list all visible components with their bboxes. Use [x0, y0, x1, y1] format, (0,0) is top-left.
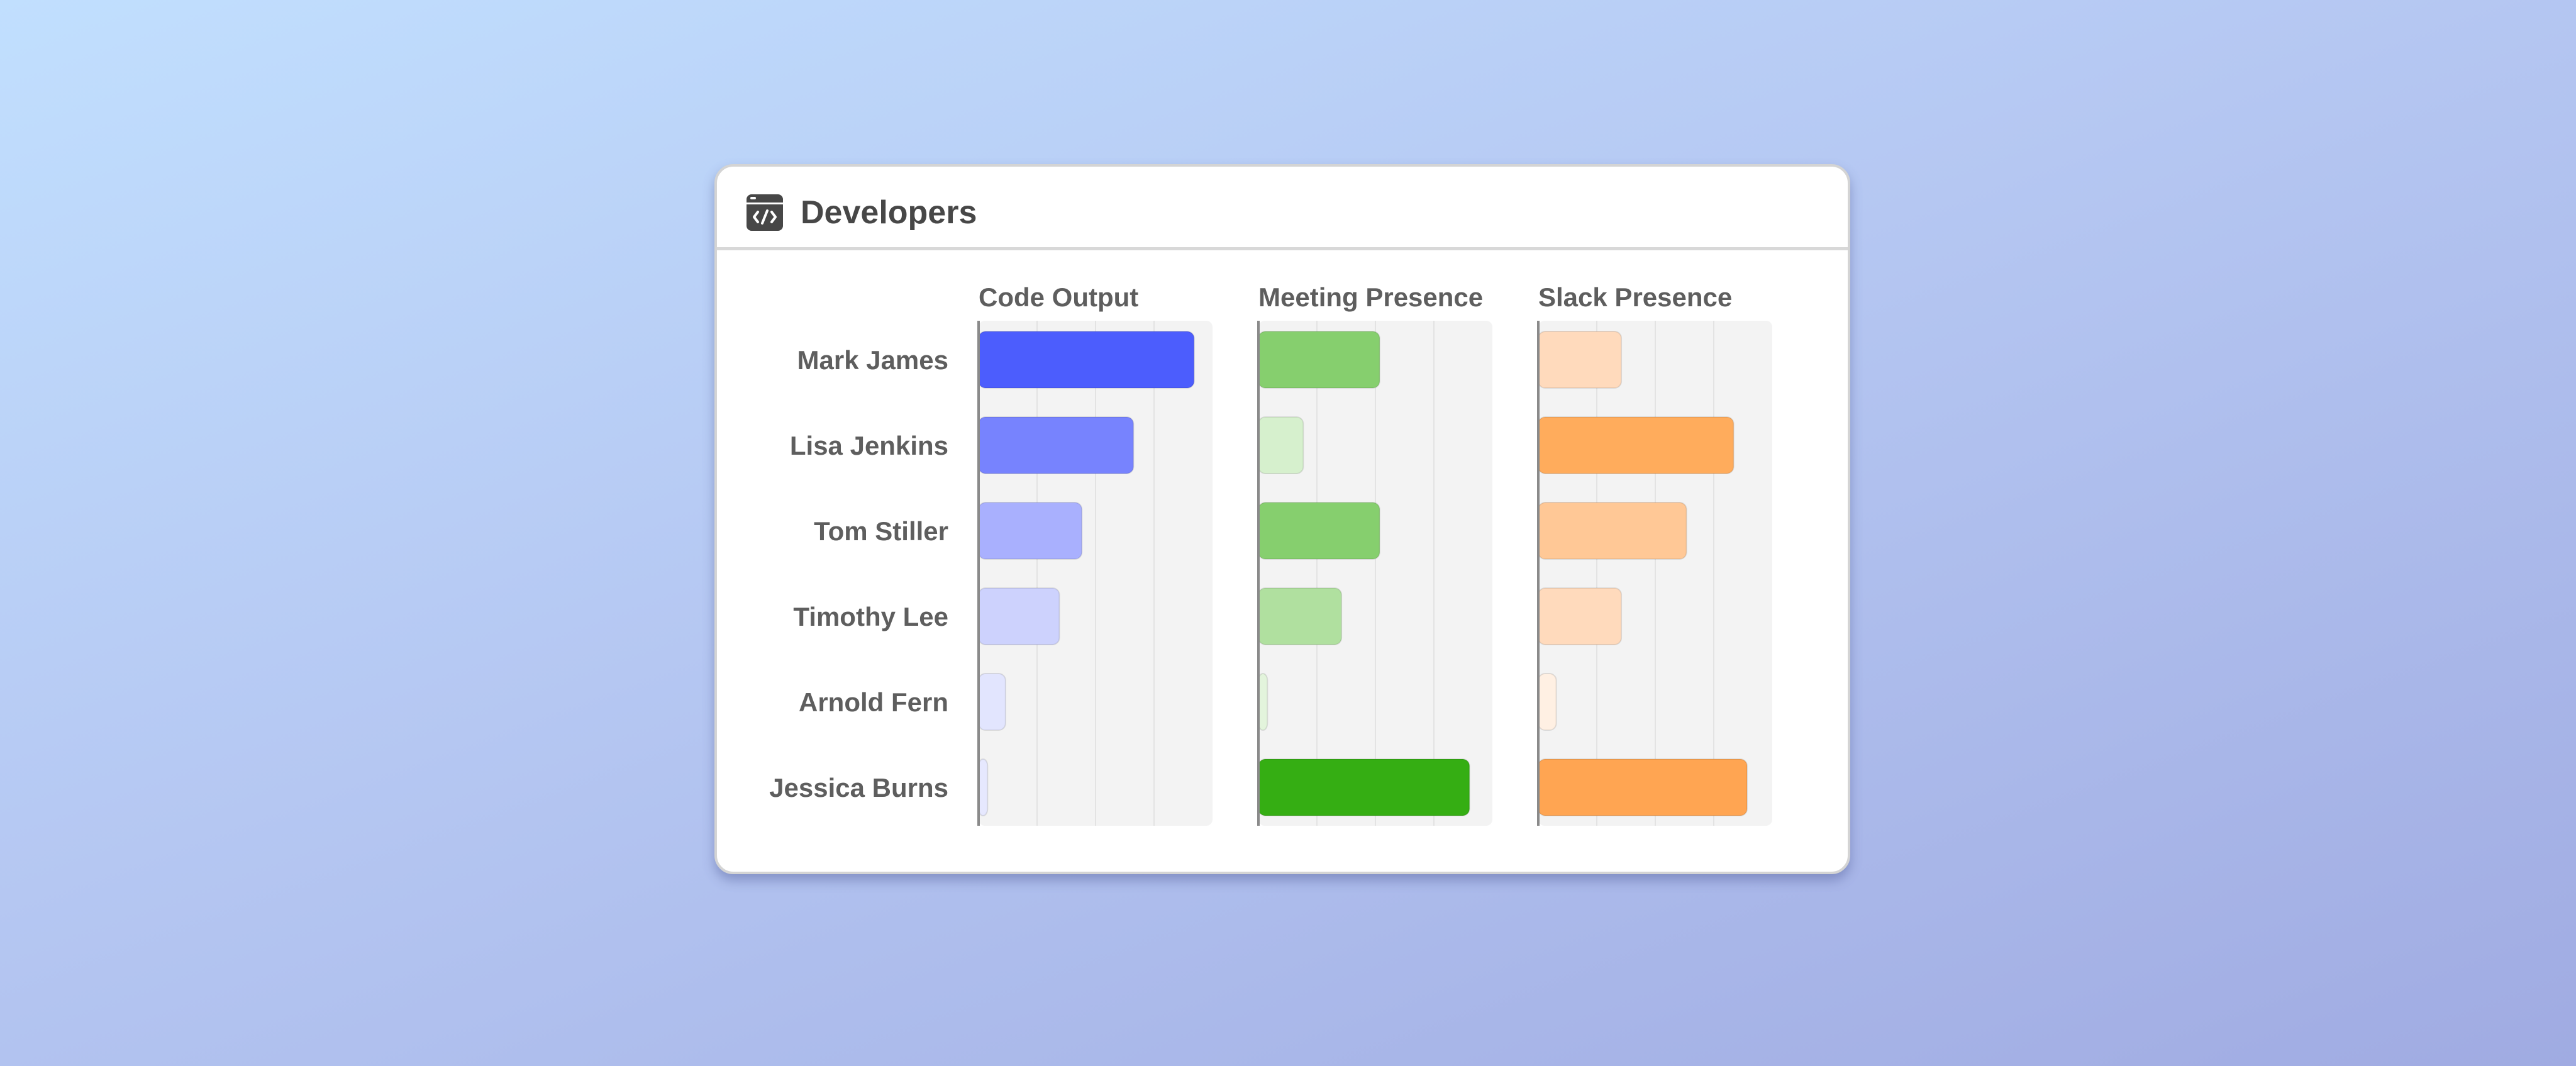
bar-slack-presence-tom-stiller: [1538, 502, 1687, 560]
bar-slack-presence-jessica-burns: [1538, 758, 1748, 816]
panel-title-meeting-presence: Meeting Presence: [1258, 282, 1483, 312]
developers-bar-chart: Mark James Lisa Jenkins Tom Stiller Timothy…: [769, 282, 1772, 826]
bar-code-output-arnold-fern: [978, 673, 1006, 731]
bar-slack-presence-timothy-lee: [1538, 587, 1623, 645]
row-label-tom-stiller: Tom Stiller: [814, 516, 948, 546]
row-label-arnold-fern: Arnold Fern: [799, 687, 948, 717]
bar-slack-presence-mark-james: [1538, 331, 1623, 389]
bar-code-output-lisa-jenkins: [978, 416, 1135, 474]
bar-meeting-presence-lisa-jenkins: [1258, 416, 1304, 474]
bar-slack-presence-arnold-fern: [1538, 673, 1557, 731]
row-label-mark-james: Mark James: [797, 345, 949, 375]
code-window-icon: [747, 194, 783, 231]
bar-code-output-jessica-burns: [978, 758, 989, 816]
developers-card: Developers Mark James Lisa Jenkins Tom Sti…: [714, 164, 1850, 874]
bar-code-output-mark-james: [978, 331, 1195, 389]
card-header: Developers: [717, 167, 1848, 250]
bar-meeting-presence-timothy-lee: [1258, 587, 1343, 645]
bar-slack-presence-lisa-jenkins: [1538, 416, 1735, 474]
bar-code-output-tom-stiller: [978, 502, 1083, 560]
panel-code-output: Code Output: [977, 282, 1213, 826]
card-title: Developers: [801, 194, 977, 231]
row-label-jessica-burns: Jessica Burns: [769, 773, 948, 802]
panel-slack-presence: Slack Presence: [1537, 282, 1772, 826]
row-label-lisa-jenkins: Lisa Jenkins: [790, 431, 948, 460]
bar-meeting-presence-mark-james: [1258, 331, 1380, 389]
bar-meeting-presence-tom-stiller: [1258, 502, 1380, 560]
panel-title-slack-presence: Slack Presence: [1538, 282, 1732, 312]
panel-meeting-presence: Meeting Presence: [1257, 282, 1492, 826]
panel-title-code-output: Code Output: [979, 282, 1138, 312]
bar-code-output-timothy-lee: [978, 587, 1060, 645]
row-label-timothy-lee: Timothy Lee: [793, 602, 948, 631]
bar-meeting-presence-jessica-burns: [1258, 758, 1470, 816]
bar-meeting-presence-arnold-fern: [1258, 673, 1269, 731]
